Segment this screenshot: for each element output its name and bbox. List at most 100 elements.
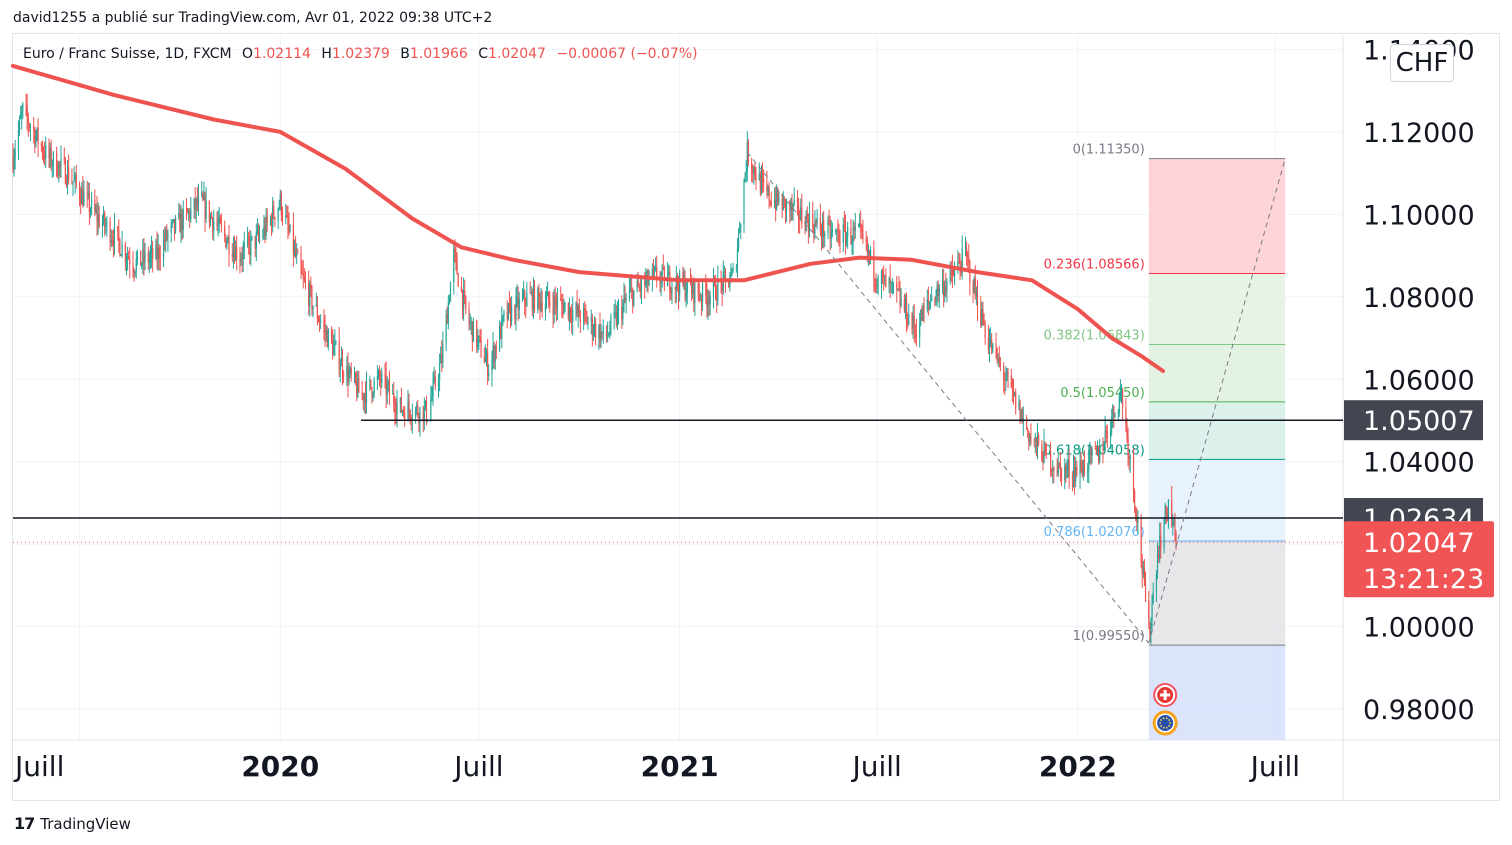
candle-body [195, 198, 197, 210]
candle-body [777, 189, 779, 203]
price-badge[interactable] [1344, 400, 1483, 441]
candle-body [488, 372, 490, 376]
candle-body [929, 301, 932, 302]
candle-body [1036, 435, 1039, 448]
candle-body [219, 217, 221, 223]
candle-body [75, 174, 77, 185]
candle-body [316, 304, 319, 320]
candle-body [880, 271, 883, 285]
candle-body [73, 179, 75, 182]
candle-body [523, 291, 525, 297]
candle-body [1105, 430, 1107, 434]
candle-body [548, 291, 550, 302]
candle-body [889, 278, 891, 284]
candle-body [888, 278, 890, 288]
eu-star [1159, 722, 1162, 724]
candle-body [638, 287, 640, 288]
candle-body [1081, 469, 1083, 476]
candle-body [847, 227, 849, 237]
fib-zone [1148, 541, 1286, 646]
candle-body [609, 331, 611, 336]
candle-body [239, 259, 241, 262]
moving-average-line [11, 63, 1165, 373]
candle-body [1132, 456, 1135, 492]
candle-body [806, 213, 808, 220]
price-axis[interactable]: 1.140001.120001.100001.080001.060001.040… [1344, 35, 1494, 726]
candle-body [707, 300, 709, 307]
candle-body [118, 229, 120, 241]
candle-body [485, 351, 488, 358]
candle-body [25, 103, 27, 107]
candle-body [1041, 444, 1043, 461]
candle-body [1051, 471, 1053, 472]
candle-body [1025, 417, 1028, 429]
tradingview-logo[interactable]: 17 TradingView [14, 814, 131, 833]
candle-body [854, 226, 856, 231]
candle-body [1066, 467, 1068, 471]
fibonacci-retracement[interactable]: 0(1.11350) 0.236(1.08566) 0.382(1.06843) 0.… [1044, 143, 1286, 740]
eu-flag-icon[interactable] [1152, 710, 1178, 736]
symbol-label[interactable]: Euro / Franc Suisse, 1D, FXCM [23, 46, 232, 62]
horizontal-lines[interactable] [13, 419, 1343, 543]
candle-body [349, 368, 351, 374]
candle-body [598, 325, 600, 339]
candle-body [83, 193, 85, 206]
last-price-badge[interactable] [1344, 521, 1494, 598]
candle-body [155, 244, 157, 259]
candle-body [525, 302, 527, 306]
candle-body [499, 325, 501, 351]
candle-body [209, 214, 212, 223]
time-axis[interactable]: Juill 2020 Juill 2021 Juill 2022 Juill [13, 750, 1300, 783]
candle-body [632, 289, 634, 306]
event-markers[interactable] [1152, 683, 1178, 736]
candle-body [778, 198, 780, 203]
candle-body [370, 379, 372, 388]
candle-body [448, 301, 451, 303]
candle-body [293, 247, 296, 254]
candle-body [256, 230, 258, 233]
candle-body [479, 335, 481, 338]
candle-body [1059, 464, 1062, 468]
candle-body [516, 296, 518, 298]
candle-body [98, 214, 100, 227]
candle-body [185, 208, 188, 210]
trend-line[interactable] [1148, 158, 1286, 644]
candle-body [776, 189, 778, 209]
candle-body [579, 317, 581, 323]
candle-body [866, 240, 868, 253]
candle-body [709, 295, 711, 305]
price-tick-label: 1.12000 [1363, 118, 1475, 149]
trend-line[interactable] [746, 152, 1150, 644]
candle-body [1117, 412, 1119, 415]
candle-body [874, 278, 876, 281]
candle-body [165, 229, 167, 243]
candle-body [373, 380, 375, 395]
eu-star [1165, 726, 1168, 729]
candle-body [759, 173, 761, 194]
candle-body [529, 292, 531, 294]
candle-body [1158, 554, 1160, 560]
candle-body [584, 308, 586, 311]
candle-body [18, 118, 21, 131]
candle-body [248, 236, 250, 243]
candle-body [839, 241, 841, 244]
currency-badge[interactable]: CHF [1390, 44, 1454, 82]
candle-body [958, 261, 960, 264]
candle-body [671, 286, 673, 294]
candle-body [804, 223, 806, 231]
swiss-flag-icon[interactable] [1153, 683, 1178, 707]
candle-body [836, 230, 838, 232]
candle-body [1056, 470, 1058, 475]
candle-body [442, 343, 444, 363]
candle-body [1088, 449, 1090, 471]
candle-body [899, 290, 901, 306]
candle-body [1052, 467, 1054, 472]
candle-body [1129, 456, 1131, 459]
candle-body [684, 279, 686, 299]
candle-body [936, 285, 938, 296]
candle-body [196, 198, 198, 206]
trend-lines[interactable] [746, 152, 1286, 644]
candle-body [203, 195, 205, 200]
candle-body [669, 271, 671, 293]
